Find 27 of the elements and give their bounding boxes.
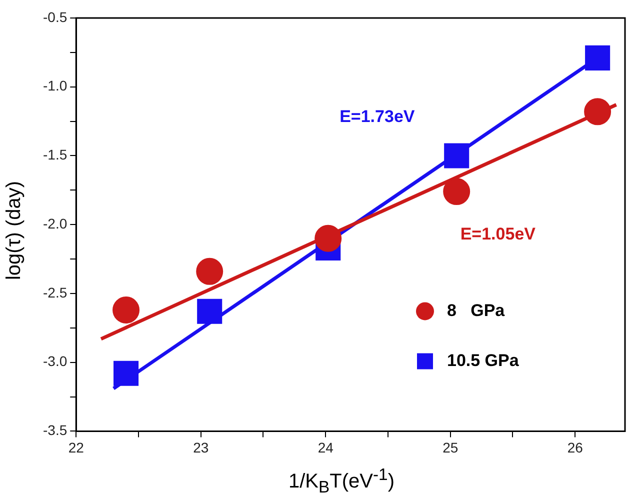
point — [112, 296, 140, 324]
point — [114, 360, 139, 386]
y-axis-title: log(τ) (day) — [4, 180, 26, 280]
point — [196, 258, 224, 285]
annotation: E=1.05eV — [460, 224, 536, 244]
y-tick-label: -2.0 — [43, 215, 68, 232]
y-tick-label: -1.0 — [43, 78, 68, 94]
point — [197, 298, 222, 324]
y-tick-label: -3.0 — [43, 353, 68, 370]
y-tick-label: -0.5 — [43, 8, 68, 25]
legend-label: 8 GPa — [447, 300, 506, 320]
y-tick-label: -1.5 — [43, 146, 68, 163]
y-tick-label: -2.5 — [43, 284, 68, 300]
y-tick-label: -3.5 — [43, 422, 68, 438]
x-tick-label: 26 — [567, 439, 584, 456]
x-tick-label: 22 — [68, 439, 84, 456]
x-axis-title: 1/K$_{B}$T(eV$^{-1}$) — [288, 465, 396, 498]
point — [585, 45, 610, 70]
x-tick-label: 24 — [318, 439, 334, 456]
point — [314, 224, 342, 252]
point — [443, 178, 470, 206]
legend-label: 10.5 GPa — [447, 350, 520, 370]
annotation: E=1.73eV — [340, 106, 416, 126]
x-tick-label: 23 — [193, 439, 209, 456]
point — [444, 143, 470, 168]
x-tick-label: 25 — [442, 439, 458, 456]
point — [584, 98, 612, 126]
